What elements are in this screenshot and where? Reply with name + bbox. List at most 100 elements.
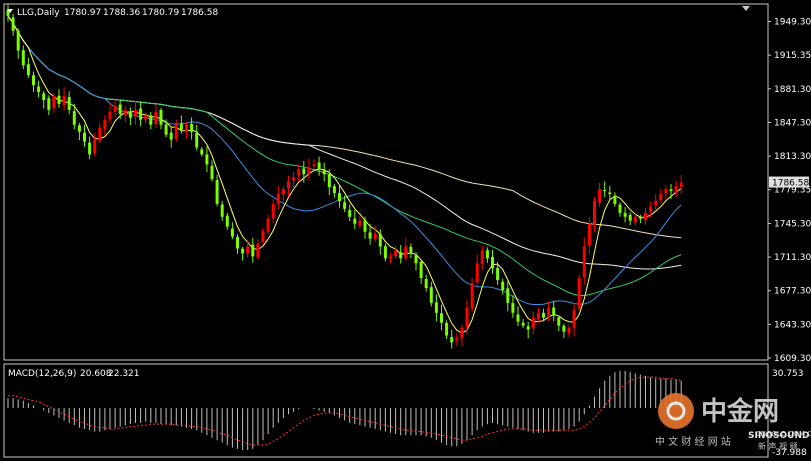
candle [103, 114, 107, 137]
candle-body [266, 218, 270, 232]
candle [353, 210, 357, 230]
candle-body [378, 234, 382, 247]
candle [312, 159, 316, 169]
candle-body [644, 212, 647, 221]
candle-body [368, 232, 372, 239]
candle-body [6, 9, 10, 16]
candle-body [195, 132, 199, 148]
candle [241, 246, 245, 261]
price-axis: 1949.30 1915.35 1881.30 1847.30 1813.30 1779.… [768, 18, 811, 364]
candle [16, 28, 20, 59]
candles [6, 4, 683, 349]
price-tick-label: 1609.30 [774, 354, 811, 364]
candle-body [440, 313, 443, 323]
candle-body [445, 323, 449, 336]
candle [185, 121, 188, 139]
candle-body [98, 127, 102, 141]
candle-body [271, 203, 275, 219]
candle [276, 185, 280, 210]
candle [644, 207, 647, 225]
candle [343, 195, 347, 213]
candle [195, 125, 199, 151]
candle-body [241, 248, 245, 254]
candle [577, 274, 581, 311]
candle [322, 162, 326, 182]
candle [200, 146, 204, 157]
candle-body [67, 97, 71, 110]
candle-body [185, 124, 188, 132]
candle-body [88, 142, 92, 155]
price-tick-label: 1881.30 [774, 85, 811, 95]
candle-body [103, 119, 107, 130]
candle-body [292, 177, 296, 181]
candle [261, 228, 265, 245]
candle-body [567, 327, 571, 334]
candle-body [587, 223, 591, 246]
price-tick-label: 1779.35 [774, 186, 811, 196]
candle [526, 321, 530, 339]
candle-body [419, 261, 423, 279]
price-tick-label: 1847.30 [774, 118, 811, 128]
candle-body [348, 210, 352, 217]
candle-body [144, 114, 148, 120]
candle [450, 329, 454, 349]
macd-label: MACD(12,26,9) [8, 369, 76, 379]
candle [67, 91, 71, 115]
candle [332, 183, 336, 198]
candle [383, 243, 387, 262]
candle-body [205, 154, 209, 165]
candle [52, 92, 56, 113]
candle [363, 216, 367, 239]
chart-header[interactable]: LLG,Daily 1780.97 1788.36 1780.79 1786.5… [7, 8, 218, 18]
candle-body [108, 111, 112, 120]
candle-body [598, 189, 602, 203]
candle [292, 172, 296, 190]
candle-body [312, 164, 316, 166]
candle [547, 301, 551, 322]
candle [128, 107, 132, 126]
macd-main-value: 20.608 [80, 369, 112, 379]
candle [281, 186, 285, 203]
candle-body [169, 132, 173, 140]
candle-body [210, 165, 214, 180]
candle [552, 300, 556, 322]
candle [623, 207, 627, 223]
ohlc-high: 1788.36 [103, 8, 140, 18]
candle-body [47, 98, 51, 110]
candle [11, 13, 15, 36]
candle-body [83, 132, 86, 142]
price-tick-label: 1677.30 [774, 287, 811, 297]
ohlc-open: 1780.97 [64, 8, 101, 18]
candle-body [200, 149, 204, 155]
candle [598, 182, 602, 208]
candle [220, 200, 224, 221]
macd-signal-value: 22.321 [108, 369, 140, 379]
candle [88, 136, 92, 160]
candle-body [542, 312, 545, 318]
candle-body [669, 189, 673, 192]
candle-body [618, 204, 622, 213]
candle-body [307, 167, 311, 175]
candle [169, 127, 173, 148]
chart-shift-marker-icon[interactable] [742, 6, 750, 11]
macd-indicator [7, 370, 682, 451]
candle [429, 281, 433, 307]
candle [562, 323, 566, 338]
candle [521, 319, 525, 328]
candle [98, 122, 102, 144]
main-plot-frame [3, 3, 769, 361]
current-price-marker: 1786.58 [769, 176, 809, 189]
candle-body [649, 206, 653, 212]
candle [266, 214, 270, 235]
watermark-brand: 中金网 [701, 396, 779, 427]
candle-body [128, 111, 132, 118]
candle-body [638, 217, 642, 219]
candle-body [623, 212, 627, 217]
candle [542, 308, 545, 322]
candle-body [287, 181, 290, 189]
candle [134, 101, 137, 125]
dropdown-triangle-icon[interactable] [7, 9, 13, 13]
candle [77, 122, 81, 141]
symbol-label: LLG,Daily [17, 8, 60, 18]
